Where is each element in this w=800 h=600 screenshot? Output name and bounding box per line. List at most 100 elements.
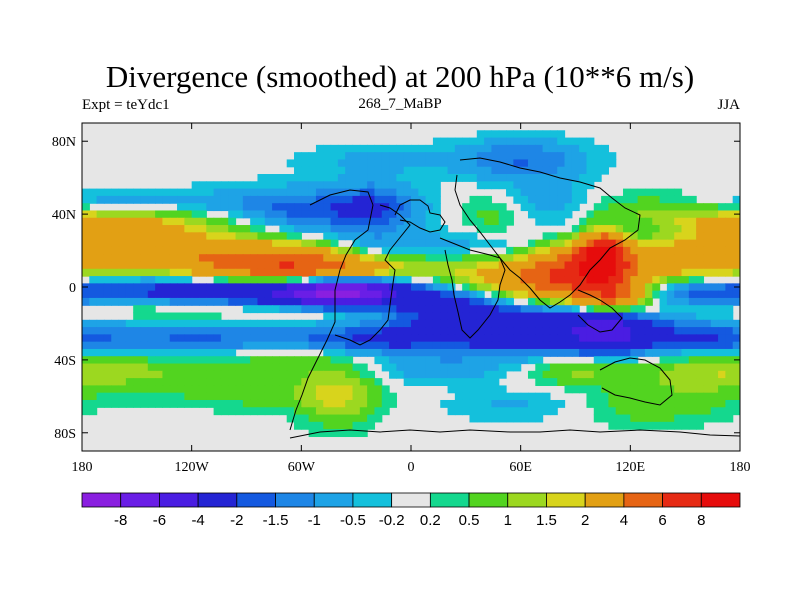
field-cell: [169, 341, 178, 350]
field-cell: [308, 327, 317, 335]
field-cell: [623, 327, 631, 335]
field-cell: [644, 232, 653, 241]
field-cell: [89, 341, 98, 350]
field-cell: [659, 399, 668, 408]
field-cell: [484, 334, 493, 343]
colorbar-swatch: [391, 492, 431, 508]
field-cell: [425, 152, 434, 161]
field-cell: [89, 319, 98, 328]
field-cell: [623, 385, 631, 394]
field-cell: [666, 232, 675, 241]
field-cell: [527, 210, 536, 219]
field-cell: [696, 261, 705, 270]
field-cell: [623, 312, 631, 321]
field-cell: [586, 144, 595, 153]
field-cell: [718, 319, 726, 328]
field-cell: [242, 378, 251, 386]
field-cell: [579, 334, 588, 343]
field-cell: [564, 327, 573, 335]
field-cell: [381, 232, 390, 241]
field-cell: [308, 297, 317, 306]
field-cell: [593, 166, 602, 175]
field-cell: [198, 334, 207, 343]
field-cell: [82, 246, 90, 255]
field-cell: [520, 392, 529, 401]
field-cell: [418, 144, 427, 153]
field-cell: [294, 254, 302, 263]
field-cell: [418, 159, 427, 168]
field-cell: [659, 407, 668, 416]
field-cell: [206, 356, 215, 365]
field-cell: [462, 297, 471, 306]
field-cell: [103, 348, 112, 357]
field-cell: [198, 283, 207, 292]
field-cell: [652, 392, 661, 401]
field-cell: [111, 348, 120, 357]
coastline-antarctica: [289, 429, 740, 439]
field-cell: [213, 297, 222, 306]
field-cell: [411, 246, 419, 255]
field-cell: [440, 378, 449, 386]
field-cell: [177, 232, 185, 241]
field-cell: [571, 378, 580, 386]
field-cell: [652, 370, 661, 379]
field-cell: [718, 356, 726, 365]
field-cell: [447, 363, 456, 372]
field-cell: [491, 225, 500, 233]
field-cell: [688, 203, 697, 212]
field-cell: [286, 174, 295, 182]
field-cell: [294, 356, 302, 365]
field-cell: [367, 225, 376, 233]
field-cell: [184, 363, 193, 372]
field-cell: [425, 239, 434, 248]
field-cell: [228, 203, 237, 212]
field-cell: [571, 341, 580, 350]
field-cell: [96, 399, 105, 408]
field-cell: [264, 232, 273, 241]
field-cell: [608, 341, 617, 350]
field-cell: [652, 268, 661, 277]
field-cell: [242, 210, 251, 219]
field-cell: [213, 356, 222, 365]
field-cell: [155, 370, 164, 379]
field-cell: [257, 327, 266, 335]
field-cell: [688, 254, 697, 263]
field-cell: [454, 385, 463, 394]
field-cell: [411, 319, 419, 328]
field-cell: [659, 378, 668, 386]
field-cell: [242, 239, 251, 248]
field-cell: [213, 246, 222, 255]
field-cell: [601, 283, 609, 292]
field-cell: [213, 348, 222, 357]
field-cell: [345, 429, 354, 438]
field-cell: [659, 312, 668, 321]
field-cell: [264, 268, 273, 277]
field-cell: [169, 254, 178, 263]
field-cell: [557, 370, 566, 379]
field-cell: [403, 356, 412, 365]
field-cell: [630, 319, 639, 328]
field-cell: [381, 276, 390, 284]
field-cell: [469, 414, 478, 423]
field-cell: [257, 385, 266, 394]
field-cell: [637, 225, 646, 233]
field-cell: [520, 261, 529, 270]
field-cell: [484, 378, 493, 386]
field-cell: [403, 305, 412, 314]
field-cell: [630, 356, 639, 365]
field-cell: [103, 392, 112, 401]
field-cell: [542, 268, 551, 277]
field-cell: [557, 341, 566, 350]
colorbar-swatch: [313, 492, 354, 508]
field-cell: [323, 414, 332, 423]
field-cell: [279, 246, 288, 255]
field-cell: [710, 392, 719, 401]
field-cell: [330, 166, 339, 175]
field-cell: [411, 174, 419, 182]
field-cell: [125, 188, 134, 197]
field-cell: [462, 348, 471, 357]
field-cell: [659, 239, 668, 248]
field-cell: [432, 297, 441, 306]
field-cell: [118, 268, 127, 277]
field-cell: [381, 174, 390, 182]
